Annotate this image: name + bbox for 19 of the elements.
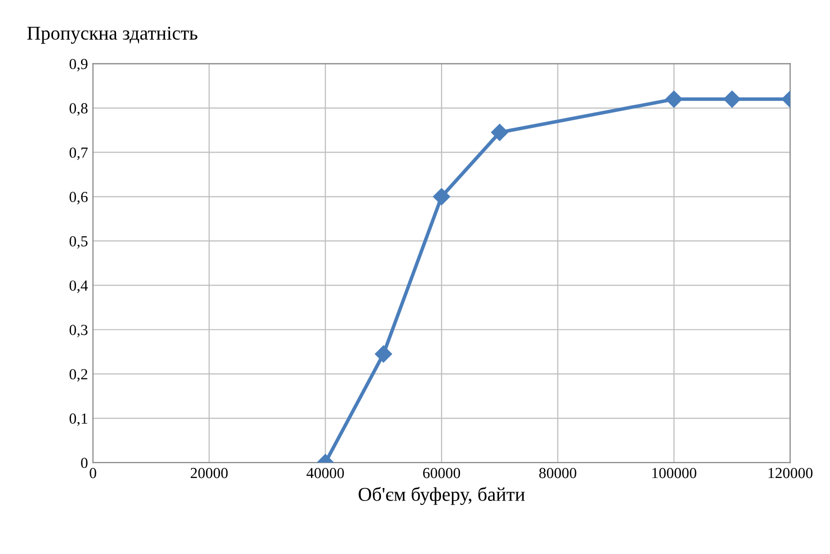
- x-tick-label: 0: [90, 468, 96, 478]
- y-tick-label: 0,8: [70, 103, 88, 116]
- x-tick-label: 120000: [768, 468, 812, 478]
- y-axis-title: Пропускна здатність: [27, 26, 198, 44]
- x-axis-title: Об'єм буферу, байти: [358, 486, 525, 505]
- y-tick-label: 0,5: [70, 236, 88, 249]
- y-tick-label: 0: [81, 458, 88, 468]
- x-tick-label: 40000: [306, 468, 344, 478]
- y-tick-label: 0,2: [70, 369, 88, 382]
- x-tick-label: 20000: [190, 468, 228, 478]
- x-tick-label: 100000: [652, 468, 696, 478]
- x-tick-label: 80000: [539, 468, 576, 478]
- y-tick-label: 0,7: [70, 147, 88, 160]
- y-tick-label: 0,9: [70, 58, 88, 72]
- x-tick-label: 60000: [423, 468, 460, 478]
- y-tick-label: 0,1: [70, 413, 88, 426]
- y-tick-label: 0,3: [70, 324, 88, 338]
- y-tick-label: 0,4: [70, 280, 88, 293]
- y-tick-label: 0,6: [70, 192, 88, 204]
